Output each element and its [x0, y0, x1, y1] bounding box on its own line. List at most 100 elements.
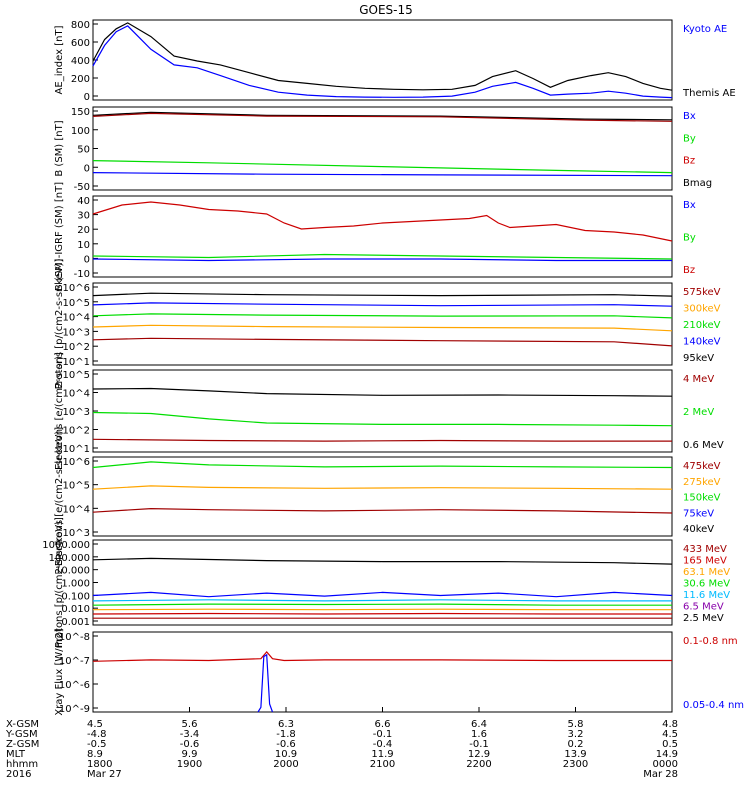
series-line: [92, 292, 673, 297]
y-tick-label: -10: [74, 269, 90, 280]
legend-entry: 475keV: [683, 461, 721, 472]
y-axis-label: Electrons [e/(cm2-s-sr)]: [54, 352, 65, 470]
legend-entry: 11.6 MeV: [683, 590, 730, 601]
series-line: [92, 172, 673, 177]
series-line: [92, 160, 673, 174]
y-axis-label: AE_index [nT]: [54, 25, 65, 94]
x-tick-label: 5.8: [568, 719, 584, 730]
legend-entry: 40keV: [683, 524, 714, 535]
panel-frame: [92, 456, 673, 537]
x-tick-label: 4.5: [662, 729, 678, 740]
x-tick-label: 0.5: [662, 739, 678, 750]
y-tick-label: 1.000: [61, 579, 90, 590]
y-tick-label: 1000.000: [42, 540, 90, 551]
x-tick-label: -0.5: [87, 739, 107, 750]
x-tick-label: 8.9: [87, 749, 103, 760]
panel-frame: [92, 539, 673, 626]
legend-entry: Bx: [683, 111, 696, 122]
series-line: [92, 302, 673, 307]
x-axis-row-label: Y-GSM: [5, 729, 38, 740]
y-tick-label: 10^-7: [59, 656, 90, 667]
x-tick-label: 13.9: [564, 749, 586, 760]
legend-entry: Bx: [683, 200, 696, 211]
legend-entry: 165 MeV: [683, 556, 727, 567]
x-tick-label: -0.4: [373, 739, 393, 750]
y-tick-label: 10^5: [63, 298, 90, 309]
y-tick-label: 10^3: [63, 528, 90, 539]
panel-frame: [92, 195, 673, 278]
panel-2: 40 30 20 10 0 -10 B (SM)-IGRF (SM) [nT] Bx By Bz: [54, 182, 696, 291]
legend-entry: 140keV: [683, 337, 721, 348]
y-tick-label: 10^4: [63, 389, 90, 400]
y-tick-label: 10^-8: [59, 632, 90, 643]
series-line: [92, 507, 673, 514]
legend-entry: 0.6 MeV: [683, 440, 724, 451]
series-line: [92, 258, 672, 262]
x-tick-label: 9.9: [182, 749, 198, 760]
y-tick-label: 20: [77, 225, 90, 236]
x-tick-label: 6.4: [471, 719, 487, 730]
legend-entry: 30.6 MeV: [683, 579, 730, 590]
legend-entry: 63.1 MeV: [683, 567, 730, 578]
series-line: [92, 608, 672, 611]
x-tick-label: -0.1: [469, 739, 489, 750]
series-line: [92, 22, 673, 91]
series-line: [92, 650, 672, 662]
series-line: [92, 112, 673, 122]
x-tick-label: -0.6: [276, 739, 296, 750]
legend-entry: 95keV: [683, 353, 714, 364]
y-tick-label: 10.000: [55, 566, 90, 577]
x-tick-label: 1.6: [471, 729, 487, 740]
legend-entry: 275keV: [683, 477, 721, 488]
legend-entry: 75keV: [683, 508, 714, 519]
y-tick-label: 0: [84, 254, 90, 265]
x-tick-label: 11.9: [371, 749, 393, 760]
y-axis-label: B (SM)-IGRF (SM) [nT]: [54, 182, 65, 291]
x-axis-row-label: Z-GSM: [6, 739, 39, 750]
y-tick-label: -50: [74, 182, 90, 193]
legend-entry: 150keV: [683, 493, 721, 504]
series-line: [92, 485, 673, 490]
legend-entry: 300keV: [683, 304, 721, 315]
x-axis-row-label: hhmm: [6, 759, 38, 770]
legend-entry: 2.5 MeV: [683, 613, 724, 624]
panel-0: 800 600 400 200 0 AE_index [nT] Kyoto AE Themis…: [54, 19, 736, 103]
x-tick-label: 2100: [370, 759, 395, 770]
legend-entry: Themis AE: [682, 88, 736, 99]
y-tick-label: 10: [77, 240, 90, 251]
x-tick-label: 1900: [177, 759, 202, 770]
x-axis-row-label: X-GSM: [6, 719, 39, 730]
x-tick-label: 3.2: [568, 729, 584, 740]
y-tick-label: 200: [71, 74, 90, 85]
y-tick-label: 10^1: [63, 357, 90, 368]
panel-1: 150 100 50 0 -50 B (SM) [nT] Bx By Bz Bmag: [54, 106, 712, 193]
legend-entry: 2 MeV: [683, 407, 714, 418]
y-axis-label: Electrons [e/(cm2-s-sr-keV)]: [54, 427, 65, 566]
panel-frame: [92, 282, 673, 366]
series-line: [92, 387, 673, 397]
x-tick-label: 5.6: [182, 719, 198, 730]
legend-entry: 0.1-0.8 nm: [683, 636, 738, 647]
x-tick-label: -3.4: [180, 729, 200, 740]
y-tick-label: 10^4: [63, 313, 90, 324]
series-line: [92, 111, 673, 121]
series-line: [257, 653, 274, 713]
series-line: [92, 25, 673, 99]
y-tick-label: 10^5: [63, 481, 90, 492]
x-tick-label: 2300: [563, 759, 588, 770]
x-tick-label: 2000: [273, 759, 298, 770]
panel-frame: [92, 19, 673, 101]
x-tick-label: 12.9: [468, 749, 490, 760]
y-tick-label: 0: [84, 92, 90, 103]
x-tick-label: Mar 28: [643, 769, 678, 780]
x-tick-label: -1.8: [276, 729, 296, 740]
legend-entry: By: [683, 233, 696, 244]
x-tick-label: 0.2: [568, 739, 584, 750]
x-tick-label: 6.3: [278, 719, 294, 730]
x-tick-label: -4.8: [87, 729, 107, 740]
